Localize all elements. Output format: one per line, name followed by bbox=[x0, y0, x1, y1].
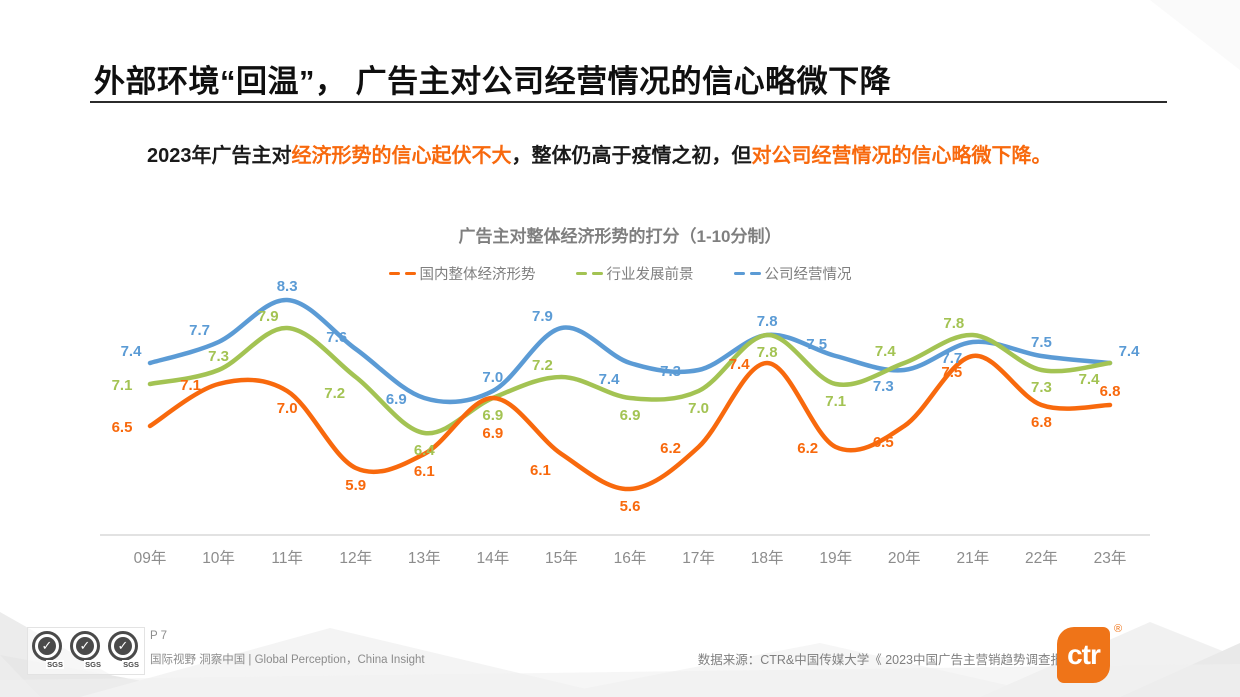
data-label: 7.1 bbox=[180, 377, 201, 394]
data-label: 7.2 bbox=[324, 385, 345, 402]
legend-item[interactable]: 国内整体经济形势 bbox=[388, 263, 536, 284]
data-label: 7.5 bbox=[941, 364, 962, 381]
x-tick-label: 15年 bbox=[545, 549, 578, 567]
data-source-note: 数据来源：CTR&中国传媒大学《 2023中国广告主营销趋势调查报告》 bbox=[697, 653, 1088, 667]
x-tick-label: 09年 bbox=[134, 549, 167, 567]
x-tick-label: 23年 bbox=[1094, 549, 1127, 567]
page-number: P 7 bbox=[150, 630, 168, 642]
sgs-check-icon: ✓ bbox=[108, 631, 138, 661]
data-label: 7.3 bbox=[208, 348, 229, 365]
ctr-logo: ctr bbox=[1057, 627, 1110, 683]
legend-item[interactable]: 公司经营情况 bbox=[733, 263, 852, 284]
data-label: 7.7 bbox=[189, 322, 210, 339]
data-label: 7.4 bbox=[1079, 371, 1101, 388]
legend-label: 行业发展前景 bbox=[606, 267, 694, 283]
sgs-label: SGS bbox=[46, 660, 64, 669]
chart-canvas: 09年 10年 11年 12年 13年 14年 15年 16年 17年 18年 19年 20年 21年 2… bbox=[100, 280, 1150, 567]
data-label: 6.9 bbox=[620, 407, 641, 424]
data-label: 6.8 bbox=[1031, 414, 1052, 431]
title-underline bbox=[90, 101, 1167, 103]
legend-line-icon bbox=[733, 271, 761, 276]
sgs-label: SGS bbox=[84, 660, 102, 669]
x-tick-label: 17年 bbox=[682, 549, 715, 567]
data-label: 7.3 bbox=[660, 363, 681, 380]
data-label: 7.5 bbox=[806, 336, 827, 353]
data-label: 6.9 bbox=[482, 425, 503, 442]
sgs-badge: ✓ SGS bbox=[70, 631, 102, 671]
sgs-badge: ✓ SGS bbox=[108, 631, 140, 671]
registered-trademark-icon: ® bbox=[1114, 623, 1123, 635]
sgs-check-icon: ✓ bbox=[32, 631, 62, 661]
data-label: 7.4 bbox=[729, 356, 751, 373]
data-label: 7.4 bbox=[1119, 343, 1141, 360]
data-label: 5.9 bbox=[345, 477, 366, 494]
data-label: 7.8 bbox=[757, 313, 778, 330]
data-label: 7.9 bbox=[532, 308, 553, 325]
subtitle: 2023年广告主对经济形势的信心起伏不大，整体仍高于疫情之初，但对公司经营情况的… bbox=[147, 139, 1052, 168]
x-tick-label: 11年 bbox=[271, 549, 303, 567]
data-label: 7.0 bbox=[482, 369, 503, 386]
data-label: 5.6 bbox=[620, 498, 641, 515]
subtitle-highlight: 对公司经营情况的信心略微下降。 bbox=[751, 145, 1052, 167]
data-label: 6.1 bbox=[530, 462, 551, 479]
data-label: 6.5 bbox=[112, 419, 133, 436]
data-label: 7.4 bbox=[875, 343, 897, 360]
data-label: 7.8 bbox=[757, 344, 778, 361]
data-label: 6.8 bbox=[1100, 383, 1121, 400]
x-tick-label: 13年 bbox=[408, 549, 441, 567]
subtitle-text: 2023年广告主对 bbox=[147, 145, 292, 167]
chart-legend: 国内整体经济形势 行业发展前景 公司经营情况 bbox=[0, 263, 1240, 284]
x-tick-label: 22年 bbox=[1025, 549, 1058, 567]
data-label: 7.1 bbox=[825, 393, 846, 410]
data-label: 6.2 bbox=[660, 440, 681, 457]
data-label: 7.0 bbox=[688, 400, 709, 417]
data-label: 6.9 bbox=[386, 391, 407, 408]
series-line bbox=[147, 353, 1113, 492]
legend-label: 国内整体经济形势 bbox=[419, 267, 536, 283]
x-tick-label: 21年 bbox=[956, 549, 989, 567]
data-label: 8.3 bbox=[277, 280, 298, 295]
data-label: 6.2 bbox=[797, 440, 818, 457]
x-tick-label: 16年 bbox=[614, 549, 647, 567]
sgs-label: SGS bbox=[122, 660, 140, 669]
data-label: 7.2 bbox=[532, 357, 553, 374]
data-label: 7.7 bbox=[941, 350, 962, 367]
series-line bbox=[147, 297, 1113, 405]
data-label: 7.1 bbox=[112, 377, 133, 394]
footer-tagline: 国际视野 洞察中国 | Global Perception，China Insi… bbox=[150, 654, 425, 666]
legend-label: 公司经营情况 bbox=[764, 267, 852, 283]
legend-line-icon bbox=[575, 271, 603, 276]
data-label: 6.9 bbox=[482, 407, 503, 424]
data-label: 6.1 bbox=[414, 463, 435, 480]
data-label: 7.4 bbox=[599, 371, 621, 388]
chart-title: 广告主对整体经济形势的打分（1-10分制） bbox=[458, 227, 782, 246]
sgs-badge: ✓ SGS bbox=[32, 631, 64, 671]
x-tick-label: 19年 bbox=[819, 549, 852, 567]
data-label: 7.0 bbox=[277, 400, 298, 417]
sgs-check-icon: ✓ bbox=[70, 631, 100, 661]
data-label: 6.5 bbox=[873, 434, 894, 451]
data-label: 7.4 bbox=[121, 343, 143, 360]
series-line bbox=[147, 325, 1113, 436]
data-label: 7.8 bbox=[943, 315, 964, 332]
subtitle-highlight: 经济形势的信心起伏不大 bbox=[291, 145, 512, 167]
data-label: 7.3 bbox=[873, 378, 894, 395]
certification-badges: ✓ SGS ✓ SGS ✓ SGS bbox=[27, 627, 145, 675]
x-tick-label: 10年 bbox=[202, 549, 235, 567]
x-tick-label: 14年 bbox=[476, 549, 509, 567]
legend-item[interactable]: 行业发展前景 bbox=[575, 263, 694, 284]
legend-line-icon bbox=[388, 271, 416, 276]
subtitle-text: ，整体仍高于疫情之初，但 bbox=[511, 145, 752, 167]
x-tick-label: 20年 bbox=[888, 549, 921, 567]
data-label: 7.3 bbox=[1031, 379, 1052, 396]
data-label: 7.5 bbox=[1031, 334, 1052, 351]
x-tick-label: 12年 bbox=[339, 549, 372, 567]
data-label: 7.6 bbox=[326, 329, 347, 346]
data-label: 6.4 bbox=[414, 442, 436, 459]
page-title: 外部环境“回温”， 广告主对公司经营情况的信心略微下降 bbox=[94, 64, 892, 99]
data-label: 7.9 bbox=[258, 308, 279, 325]
x-tick-label: 18年 bbox=[751, 549, 784, 567]
